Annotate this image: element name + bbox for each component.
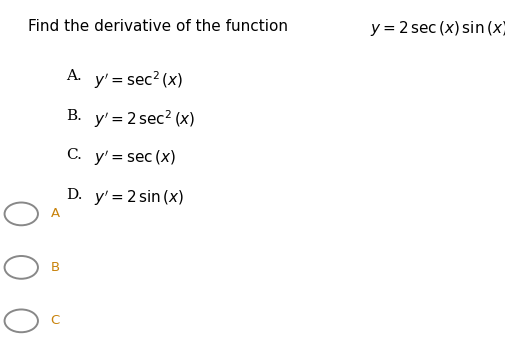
Text: $y' = \mathrm{sec}^2\,(x)$: $y' = \mathrm{sec}^2\,(x)$ [93,69,183,91]
Text: A.: A. [66,69,81,83]
Text: $y' = 2\,\mathrm{sec}^2\,(x)$: $y' = 2\,\mathrm{sec}^2\,(x)$ [93,109,195,130]
Text: C.: C. [66,148,81,162]
Text: A: A [50,207,60,220]
Text: B.: B. [66,109,81,123]
Text: Find the derivative of the function: Find the derivative of the function [28,19,292,34]
Text: $y' = 2\,\mathrm{sin}\,(x)$: $y' = 2\,\mathrm{sin}\,(x)$ [93,188,183,208]
Text: D.: D. [66,188,82,202]
Text: C: C [50,314,60,327]
Text: $y = 2\,\mathrm{sec}\,(x)\,\mathrm{sin}\,(x)$.: $y = 2\,\mathrm{sec}\,(x)\,\mathrm{sin}\… [369,19,505,38]
Text: $y' = \mathrm{sec}\,(x)$: $y' = \mathrm{sec}\,(x)$ [93,148,175,168]
Text: B: B [50,261,60,274]
